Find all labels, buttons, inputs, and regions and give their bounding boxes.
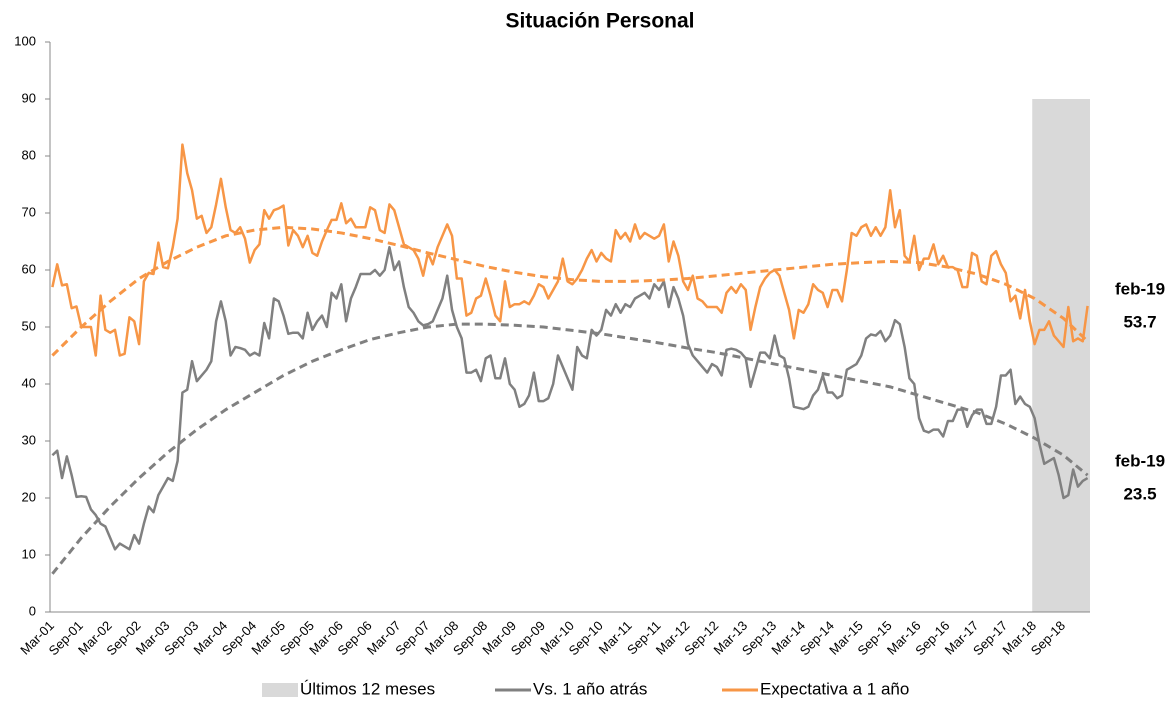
chart-title: Situación Personal [505, 10, 694, 33]
series-line [51, 143, 1089, 357]
annotation-label: feb-19 [1115, 279, 1165, 298]
y-tick-label: 60 [22, 261, 36, 276]
highlight-band [1032, 99, 1090, 612]
legend-label: Vs. 1 año atrás [533, 679, 647, 698]
annotation-value: 23.5 [1123, 485, 1156, 504]
series-line [51, 245, 1089, 551]
y-tick-label: 0 [29, 603, 36, 618]
y-tick-label: 10 [22, 546, 36, 561]
y-tick-label: 20 [22, 489, 36, 504]
y-tick-label: 50 [22, 318, 36, 333]
y-tick-label: 90 [22, 90, 36, 105]
annotation-label: feb-19 [1115, 452, 1165, 471]
y-tick-label: 70 [22, 204, 36, 219]
y-tick-label: 100 [14, 33, 36, 48]
legend-swatch [262, 683, 298, 697]
legend-label: Expectativa a 1 año [760, 679, 909, 698]
y-tick-label: 30 [22, 432, 36, 447]
annotation-value: 53.7 [1123, 312, 1156, 331]
y-tick-label: 80 [22, 147, 36, 162]
y-tick-label: 40 [22, 375, 36, 390]
trend-line [51, 322, 1089, 575]
legend-label: Últimos 12 meses [300, 679, 435, 698]
